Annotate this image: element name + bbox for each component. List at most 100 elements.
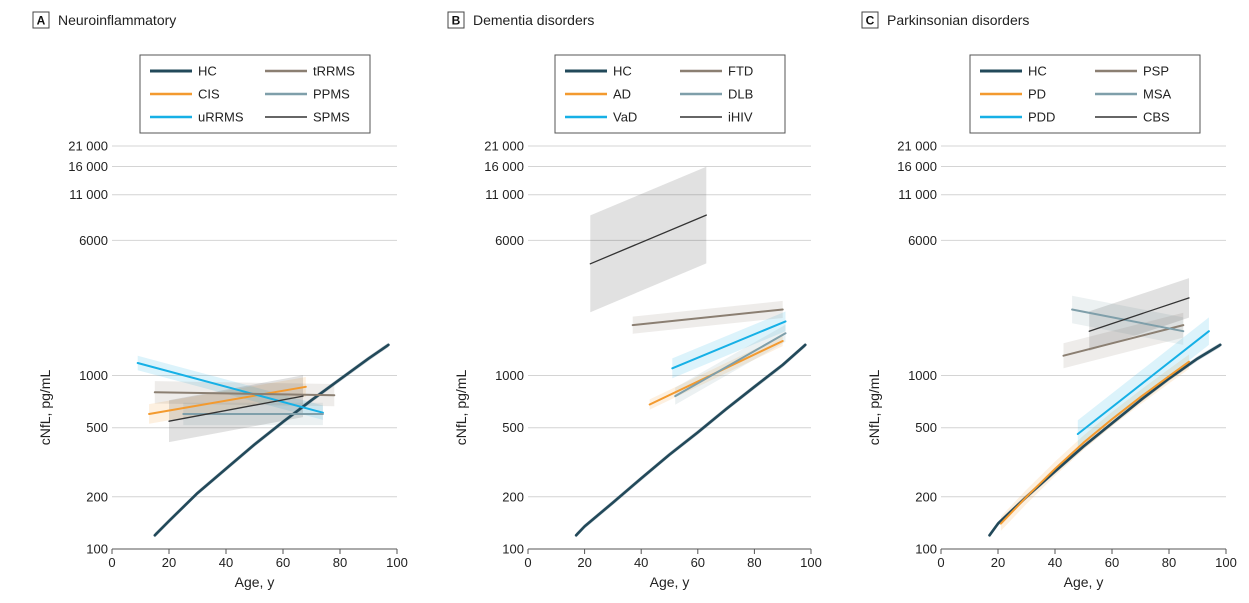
x-tick-label: 0 bbox=[937, 555, 944, 570]
series-line-hc bbox=[574, 343, 807, 537]
y-axis-label: cNfL, pg/mL bbox=[453, 370, 469, 446]
series-line-psp bbox=[1062, 324, 1185, 357]
panel-c: C Parkinsonian disorders10020050010006000… bbox=[861, 11, 1237, 590]
x-tick-label: 80 bbox=[333, 555, 347, 570]
legend-label: PD bbox=[1028, 87, 1046, 102]
series-line-hc bbox=[988, 343, 1222, 537]
y-tick-label: 1000 bbox=[79, 368, 108, 383]
panel-title: Neuroinflammatory bbox=[58, 12, 176, 28]
legend: HC CIS uRRMS tRRMS PPMS SPMS bbox=[139, 54, 371, 134]
series-line-pdd bbox=[1076, 330, 1210, 435]
ci-band-hc bbox=[576, 342, 806, 538]
x-tick-label: 20 bbox=[991, 555, 1005, 570]
legend-label: iHIV bbox=[728, 110, 753, 125]
y-tick-label: 11 000 bbox=[898, 187, 937, 202]
y-tick-label: 16 000 bbox=[897, 159, 937, 174]
y-tick-label: 6000 bbox=[79, 233, 108, 248]
y-tick-label: 100 bbox=[502, 542, 524, 557]
y-tick-label: 11 000 bbox=[485, 187, 524, 202]
series-line-cis bbox=[148, 385, 307, 415]
y-tick-label: 1000 bbox=[908, 368, 937, 383]
x-tick-label: 100 bbox=[386, 555, 408, 570]
x-tick-label: 40 bbox=[634, 555, 648, 570]
y-axis-label: cNfL, pg/mL bbox=[866, 370, 882, 446]
y-tick-label: 6000 bbox=[495, 233, 524, 248]
panel-title: Parkinsonian disorders bbox=[887, 12, 1029, 28]
y-tick-label: 500 bbox=[502, 420, 524, 435]
x-tick-label: 100 bbox=[1215, 555, 1237, 570]
series-line-trrms bbox=[153, 391, 336, 397]
x-axis-label: Age, y bbox=[235, 574, 275, 590]
series-line-dlb bbox=[674, 332, 787, 398]
legend-label: FTD bbox=[728, 64, 753, 79]
x-tick-label: 0 bbox=[108, 555, 115, 570]
legend-label: AD bbox=[613, 87, 631, 102]
series-line-ihiv bbox=[589, 214, 707, 265]
legend-label: HC bbox=[198, 64, 217, 79]
y-axis-label: cNfL, pg/mL bbox=[37, 370, 53, 446]
y-tick-label: 100 bbox=[915, 542, 937, 557]
legend-label: PDD bbox=[1028, 110, 1055, 125]
y-tick-label: 1000 bbox=[495, 368, 524, 383]
panel-letter-box bbox=[447, 11, 465, 29]
series-line-cbs bbox=[1088, 297, 1190, 332]
series-line-msa bbox=[1071, 308, 1185, 333]
x-axis-label: Age, y bbox=[1064, 574, 1104, 590]
legend-label: MSA bbox=[1143, 87, 1172, 102]
x-tick-label: 40 bbox=[219, 555, 233, 570]
x-tick-label: 80 bbox=[1162, 555, 1176, 570]
series-line-hc bbox=[153, 343, 390, 537]
panel-title: Dementia disorders bbox=[473, 12, 594, 28]
legend-label: HC bbox=[613, 64, 632, 79]
y-tick-label: 100 bbox=[86, 542, 108, 557]
series-line-ftd bbox=[631, 308, 784, 327]
panel-letter: B bbox=[452, 14, 461, 28]
panel-letter-box bbox=[32, 11, 50, 29]
legend-label: CIS bbox=[198, 87, 220, 102]
legend-label: CBS bbox=[1143, 110, 1170, 125]
y-tick-label: 500 bbox=[915, 420, 937, 435]
y-tick-label: 21 000 bbox=[68, 139, 108, 154]
panel-letter: A bbox=[37, 14, 46, 28]
x-tick-label: 80 bbox=[747, 555, 761, 570]
legend: HC PD PDD PSP MSA CBS bbox=[969, 54, 1201, 134]
ci-band-hc bbox=[989, 342, 1221, 538]
y-tick-label: 16 000 bbox=[68, 159, 108, 174]
legend-label: PPMS bbox=[313, 87, 350, 102]
panel-letter: C bbox=[866, 14, 875, 28]
series-line-spms bbox=[168, 395, 304, 422]
y-tick-label: 200 bbox=[502, 489, 524, 504]
y-tick-label: 200 bbox=[915, 489, 937, 504]
series-line-urrms bbox=[136, 362, 324, 414]
x-tick-label: 40 bbox=[1048, 555, 1062, 570]
legend-label: PSP bbox=[1143, 64, 1169, 79]
legend-label: tRRMS bbox=[313, 64, 355, 79]
y-tick-label: 21 000 bbox=[897, 139, 937, 154]
x-tick-label: 20 bbox=[577, 555, 591, 570]
y-tick-label: 21 000 bbox=[484, 139, 524, 154]
legend: HC AD VaD FTD DLB iHIV bbox=[554, 54, 786, 134]
legend-label: VaD bbox=[613, 110, 637, 125]
x-tick-label: 60 bbox=[1105, 555, 1119, 570]
legend-label: HC bbox=[1028, 64, 1047, 79]
series-line-pd bbox=[999, 360, 1190, 525]
x-tick-label: 60 bbox=[691, 555, 705, 570]
x-axis-label: Age, y bbox=[650, 574, 690, 590]
series-line-vad bbox=[671, 320, 787, 370]
legend-label: SPMS bbox=[313, 110, 350, 125]
y-tick-label: 6000 bbox=[908, 233, 937, 248]
legend-label: DLB bbox=[728, 87, 753, 102]
x-tick-label: 100 bbox=[800, 555, 822, 570]
y-tick-label: 11 000 bbox=[69, 187, 108, 202]
x-tick-label: 20 bbox=[162, 555, 176, 570]
y-tick-label: 200 bbox=[86, 489, 108, 504]
x-tick-label: 60 bbox=[276, 555, 290, 570]
legend-label: uRRMS bbox=[198, 110, 244, 125]
panel-letter-box bbox=[861, 11, 879, 29]
x-tick-label: 0 bbox=[524, 555, 531, 570]
y-tick-label: 16 000 bbox=[484, 159, 524, 174]
y-tick-label: 500 bbox=[86, 420, 108, 435]
